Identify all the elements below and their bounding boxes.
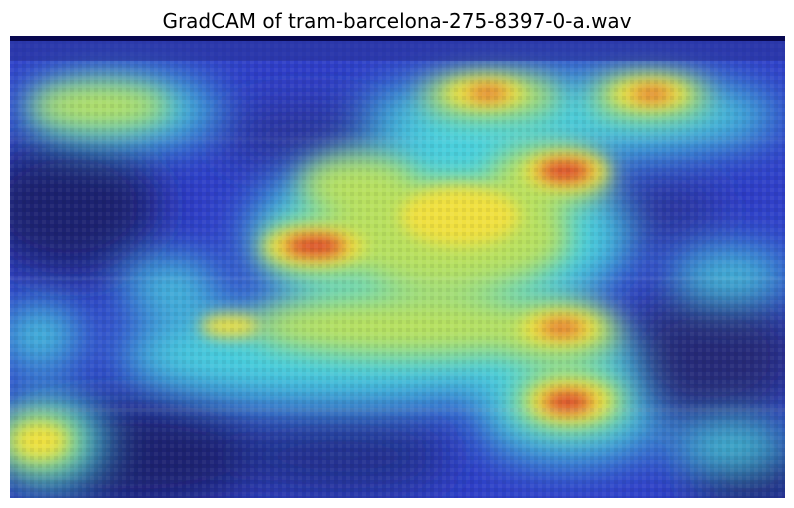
gradcam-heatmap [10, 36, 785, 498]
gradcam-overlay-image [10, 36, 785, 498]
figure-title: GradCAM of tram-barcelona-275-8397-0-a.w… [162, 9, 632, 33]
